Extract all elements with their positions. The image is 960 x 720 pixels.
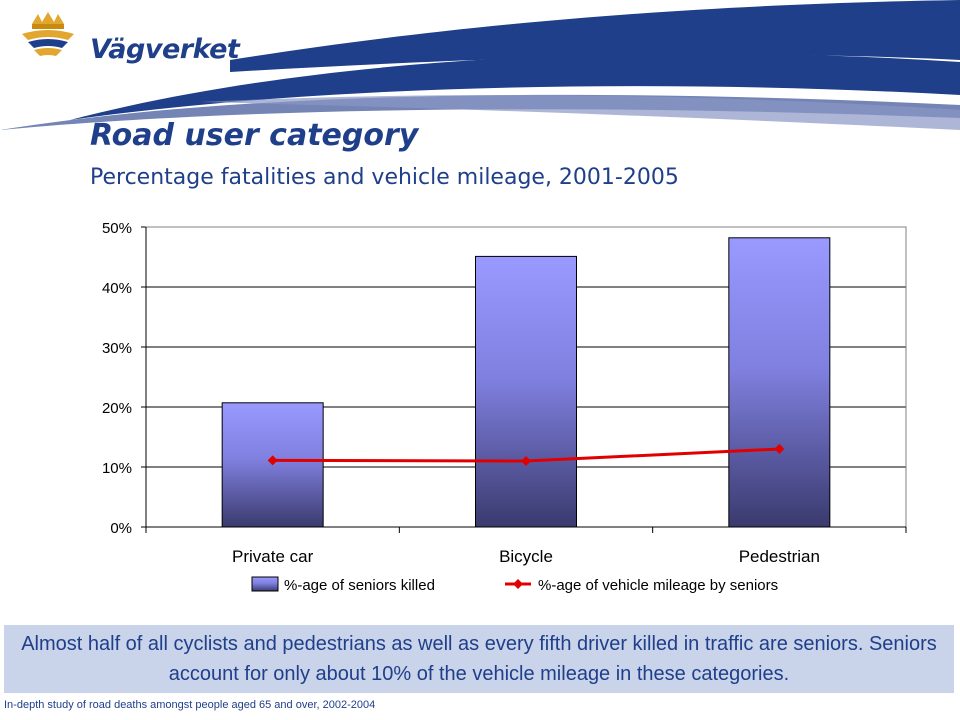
x-tick-label: Bicycle — [499, 547, 553, 566]
y-tick-label: 40% — [102, 280, 132, 297]
x-tick-label: Private car — [232, 547, 314, 566]
header-swoosh — [0, 0, 960, 130]
summary-callout: Almost half of all cyclists and pedestri… — [4, 625, 954, 693]
source-footnote: In-depth study of road deaths amongst pe… — [4, 699, 376, 711]
legend-label: %-age of vehicle mileage by seniors — [538, 577, 778, 594]
bar — [728, 237, 831, 528]
legend-label: %-age of seniors killed — [284, 577, 435, 594]
line-point — [267, 455, 278, 466]
slide-subtitle: Percentage fatalities and vehicle mileag… — [90, 165, 679, 190]
y-tick-label: 20% — [102, 400, 132, 417]
line-point — [521, 456, 531, 466]
brand-name: Vägverket — [90, 34, 240, 65]
x-tick-label: Pedestrian — [739, 547, 820, 566]
slide-title: Road user category — [90, 118, 419, 153]
vagverket-logo: Vägverket — [18, 10, 240, 65]
crown-emblem-icon — [22, 12, 74, 56]
legend-swatch-bar — [251, 576, 279, 592]
chart: 0% 10% 20% 30% 40% 50% Private car Bicycle Pedes… — [102, 220, 907, 594]
y-tick-label: 0% — [110, 520, 132, 537]
bar — [475, 255, 577, 528]
y-tick-label: 30% — [102, 340, 132, 357]
line-point — [774, 444, 785, 454]
legend-swatch-marker — [513, 579, 523, 589]
y-tick-label: 10% — [102, 460, 132, 477]
y-tick-label: 50% — [102, 220, 132, 237]
